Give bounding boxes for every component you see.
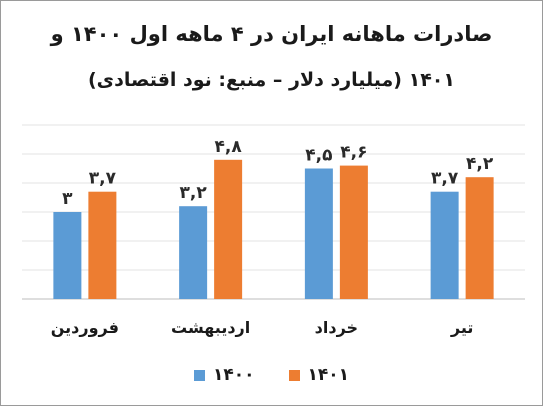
bar-۱۴۰۰-فروردین [53, 212, 82, 299]
bar-۱۴۰۱-اردیبهشت [214, 159, 243, 299]
bar-۱۴۰۱-فروردین [88, 191, 117, 299]
bar-۱۴۰۰-اردیبهشت [179, 206, 208, 299]
bar-۱۴۰۱-خرداد [339, 165, 368, 299]
data-label: ۳,۲ [180, 183, 208, 203]
data-label: ۳,۷ [89, 169, 117, 189]
category-label: خرداد [315, 318, 358, 337]
data-label: ۴,۲ [466, 154, 494, 174]
bar-۱۴۰۱-تیر [465, 177, 494, 299]
chart-subtitle: ۱۴۰۱ (میلیارد دلار – منبع: نود اقتصادی) [87, 69, 455, 91]
data-label: ۳ [62, 189, 73, 209]
data-label: ۴,۵ [305, 146, 332, 166]
legend-swatch-1401 [288, 369, 300, 381]
bar-۱۴۰۰-تیر [430, 191, 459, 299]
category-label: فروردین [51, 318, 119, 337]
category-label: تیر [450, 318, 474, 337]
legend-label-1401: ۱۴۰۱ [307, 365, 350, 385]
data-label: ۴,۶ [340, 143, 367, 163]
legend-item-1400: ۱۴۰۰ [193, 365, 255, 385]
data-label: ۴,۸ [215, 137, 243, 157]
category-label: اردیبهشت [171, 318, 250, 337]
legend-item-1401: ۱۴۰۱ [288, 365, 350, 385]
data-label: ۳,۷ [431, 169, 459, 189]
bar-۱۴۰۰-خرداد [304, 168, 333, 299]
legend-swatch-1400 [193, 369, 205, 381]
chart-title: صادرات ماهانه ایران در ۴ ماهه اول ۱۴۰۰ و [50, 22, 493, 46]
chart-legend: ۱۴۰۰ ۱۴۰۱ [0, 365, 543, 385]
legend-label-1400: ۱۴۰۰ [212, 365, 255, 385]
